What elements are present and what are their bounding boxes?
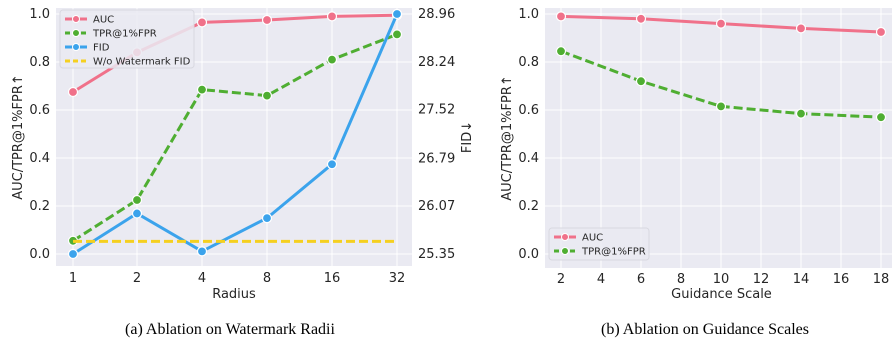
data-point-auc — [261, 14, 273, 26]
y2-tick-label: 26.79 — [418, 151, 455, 166]
series-line-tpr-1-fpr — [72, 33, 398, 243]
data-point-tpr-1-fpr — [196, 84, 208, 95]
legend-label: TPR@1%FPR — [581, 247, 646, 258]
data-point-tpr-1-fpr — [326, 54, 338, 65]
x-tick-label: 16 — [324, 271, 341, 286]
x-tick-label: 14 — [793, 272, 810, 287]
x-tick-label: 32 — [389, 271, 406, 286]
data-point-auc — [635, 13, 647, 24]
data-point-tpr-1-fpr — [261, 90, 273, 101]
y-tick-label: 0.2 — [518, 199, 539, 214]
legend-marker — [72, 43, 80, 51]
y-tick-label: 0.4 — [518, 151, 539, 166]
y2-tick-label: 28.24 — [418, 55, 455, 70]
y2-axis-label: FID↓ — [460, 121, 475, 153]
y2-tick-label: 25.35 — [418, 247, 455, 262]
x-axis-label: Guidance Scale — [671, 287, 772, 302]
data-point-auc — [196, 17, 208, 28]
legend-marker — [72, 29, 80, 37]
x-tick-label: 10 — [713, 272, 730, 287]
y-axis-label: AUC/TPR@1%FPR↑ — [11, 74, 26, 200]
legend-box — [59, 9, 195, 69]
y-tick-label: 1.0 — [518, 7, 539, 22]
data-point-tpr-1-fpr — [635, 76, 647, 87]
y-tick-label: 0.0 — [518, 247, 539, 262]
legend-label: TPR@1%FPR — [92, 29, 157, 40]
data-point-tpr-1-fpr — [795, 108, 807, 119]
x-tick-label: 6 — [637, 272, 645, 287]
legend-marker — [72, 15, 80, 23]
data-point-auc — [715, 18, 727, 29]
x-tick-label: 16 — [833, 272, 850, 287]
y-tick-label: 0.8 — [29, 55, 50, 70]
data-point-auc — [795, 23, 807, 34]
data-point-tpr-1-fpr — [875, 112, 887, 123]
x-axis-label: Radius — [212, 287, 256, 302]
data-point-fid — [131, 208, 143, 219]
y-tick-label: 0.4 — [29, 151, 50, 166]
legend-label: AUC — [582, 233, 603, 244]
data-point-auc — [326, 11, 338, 22]
legend-marker — [561, 247, 569, 255]
y-tick-label: 1.0 — [29, 7, 50, 22]
series-line-fid — [72, 13, 399, 256]
x-tick-label: 1 — [69, 271, 77, 286]
legend-marker — [561, 233, 569, 241]
chart-radius-ablation: 0.00.20.40.60.81.025.3526.0726.7927.5228… — [11, 7, 475, 302]
x-tick-label: 8 — [263, 271, 271, 286]
plot-area — [545, 8, 892, 268]
data-point-tpr-1-fpr — [131, 194, 143, 206]
y-tick-label: 0.6 — [29, 103, 50, 118]
data-point-fid — [261, 212, 273, 224]
y-tick-label: 0.6 — [518, 103, 539, 118]
y-tick-label: 0.2 — [29, 199, 50, 214]
data-point-fid — [196, 246, 208, 257]
y-tick-label: 0.0 — [29, 247, 50, 262]
x-tick-label: 18 — [873, 272, 890, 287]
data-point-auc — [67, 86, 79, 98]
legend-label: AUC — [93, 15, 114, 26]
legend: AUC TPR@1%FPR FID W/o Watermark FID — [59, 9, 195, 69]
x-tick-label: 4 — [198, 271, 206, 286]
data-point-tpr-1-fpr — [555, 46, 567, 57]
y2-tick-label: 26.07 — [418, 199, 455, 214]
x-tick-label: 4 — [597, 272, 605, 287]
data-point-auc — [875, 26, 887, 38]
legend-label: W/o Watermark FID — [93, 57, 191, 68]
data-point-fid — [67, 248, 79, 260]
data-point-auc — [555, 11, 567, 22]
chart-guidance-ablation: 0.0 0.2 0.4 0.6 0.8 1.0 2 4 6 8 10 12 14 16 18 Guidance… — [500, 7, 892, 302]
x-tick-label: 2 — [133, 271, 141, 286]
legend-label: FID — [93, 43, 110, 54]
data-point-fid — [326, 159, 338, 170]
caption-a: (a) Ablation on Watermark Radii — [125, 321, 335, 338]
y-axis-label: AUC/TPR@1%FPR↑ — [500, 75, 515, 201]
legend: AUC TPR@1%FPR — [548, 227, 650, 261]
caption-b: (b) Ablation on Guidance Scales — [601, 321, 809, 338]
data-point-tpr-1-fpr — [391, 29, 403, 40]
data-point-tpr-1-fpr — [715, 101, 727, 112]
x-tick-label: 12 — [753, 272, 770, 287]
x-tick-label: 8 — [677, 272, 685, 287]
y-tick-label: 0.8 — [518, 55, 539, 70]
x-tick-label: 2 — [557, 272, 565, 287]
y2-tick-label: 28.96 — [418, 7, 455, 22]
y2-tick-label: 27.52 — [418, 103, 455, 118]
data-point-fid — [391, 8, 403, 20]
